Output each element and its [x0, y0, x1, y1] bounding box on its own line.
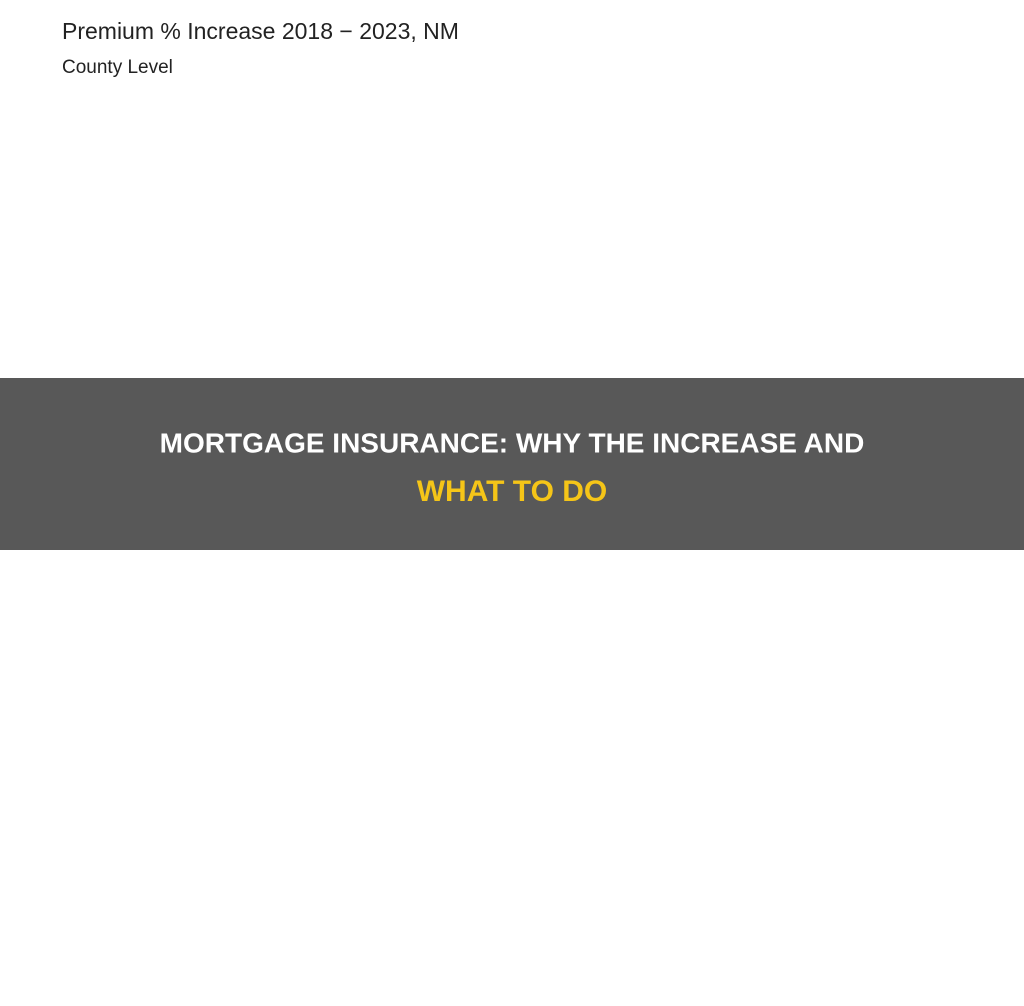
- banner-line2: WHAT TO DO: [417, 475, 608, 508]
- map-title: Premium % Increase 2018 − 2023, NM: [62, 18, 459, 44]
- banner: [0, 378, 1024, 550]
- banner-line1: MORTGAGE INSURANCE: WHY THE INCREASE AND: [160, 427, 865, 458]
- map-subtitle: County Level: [62, 57, 173, 78]
